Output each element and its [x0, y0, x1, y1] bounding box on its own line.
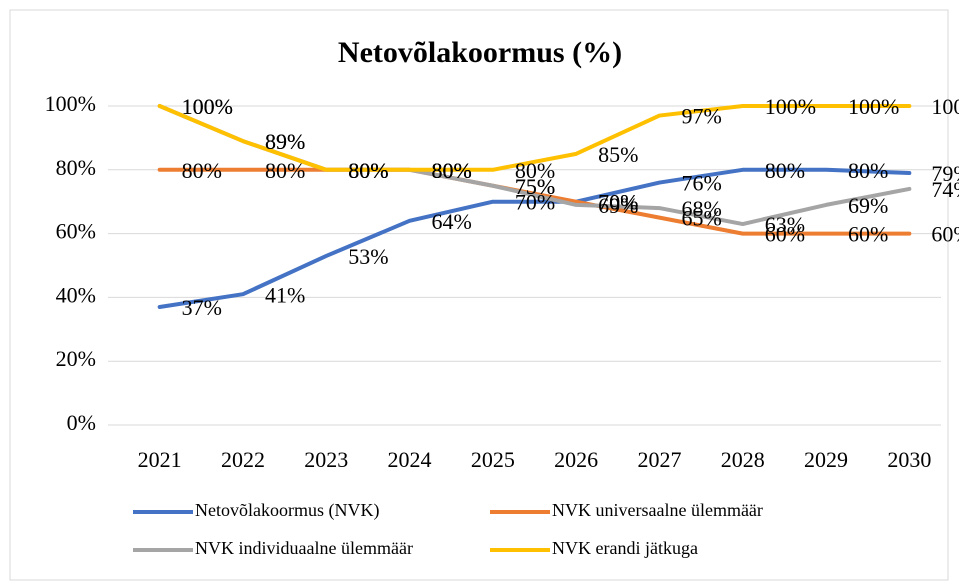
data-label: 80%	[348, 158, 388, 183]
data-label: 80%	[348, 158, 388, 183]
data-label: 41%	[265, 282, 305, 307]
data-label: 100%	[765, 94, 816, 119]
data-label: 89%	[265, 129, 305, 154]
legend-label: Netovõlakoormus (NVK)	[195, 500, 379, 521]
data-label: 80%	[182, 158, 222, 183]
data-label: 70%	[598, 190, 638, 215]
x-tick-label: 2025	[471, 447, 515, 472]
x-tick-label: 2022	[221, 447, 265, 472]
data-label: 79%	[931, 161, 959, 186]
data-label: 80%	[348, 158, 388, 183]
data-label: 85%	[598, 142, 638, 167]
data-label: 100%	[931, 94, 959, 119]
data-label: 60%	[931, 222, 959, 247]
data-label: 63%	[765, 212, 805, 237]
data-label: 75%	[515, 174, 555, 199]
data-label: 80%	[432, 158, 472, 183]
legend-label: NVK erandi jätkuga	[552, 538, 698, 558]
data-label: 80%	[432, 158, 472, 183]
data-label: 80%	[765, 158, 805, 183]
y-tick-label: 60%	[56, 219, 96, 244]
data-label: 80%	[432, 158, 472, 183]
data-label: 80%	[265, 158, 305, 183]
x-tick-label: 2024	[388, 447, 432, 472]
data-label: 53%	[348, 244, 388, 269]
y-tick-label: 40%	[56, 282, 96, 307]
x-tick-label: 2028	[721, 447, 765, 472]
x-tick-label: 2023	[304, 447, 348, 472]
data-label: 100%	[182, 94, 233, 119]
series-line	[157, 167, 912, 309]
y-tick-label: 20%	[56, 346, 96, 371]
data-label: 75%	[515, 174, 555, 199]
chart-title: Netovõlakoormus (%)	[338, 36, 622, 69]
data-label: 70%	[515, 190, 555, 215]
data-label: 69%	[848, 193, 888, 218]
data-label: 100%	[182, 94, 233, 119]
data-label: 60%	[765, 222, 805, 247]
x-tick-label: 2029	[804, 447, 848, 472]
data-label: 64%	[432, 209, 472, 234]
legend-label: NVK individuaalne ülemmäär	[195, 538, 413, 558]
data-label: 74%	[931, 177, 959, 202]
x-tick-label: 2030	[887, 447, 931, 472]
y-tick-label: 0%	[67, 410, 96, 435]
data-label: 80%	[515, 158, 555, 183]
data-label: 65%	[681, 206, 721, 231]
data-label: 97%	[681, 104, 721, 129]
data-label: 37%	[182, 295, 222, 320]
data-label: 68%	[681, 196, 721, 221]
data-label: 70%	[598, 190, 638, 215]
x-tick-label: 2021	[138, 447, 182, 472]
data-label: 80%	[848, 158, 888, 183]
data-label: 100%	[848, 94, 899, 119]
x-tick-label: 2026	[554, 447, 598, 472]
data-label: 76%	[681, 171, 721, 196]
data-label: 89%	[265, 129, 305, 154]
x-tick-label: 2027	[637, 447, 681, 472]
data-label: 60%	[848, 222, 888, 247]
y-tick-label: 100%	[45, 91, 96, 116]
series-line	[157, 104, 912, 172]
y-tick-label: 80%	[56, 155, 96, 180]
legend-label: NVK universaalne ülemmäär	[552, 500, 763, 520]
data-label: 69%	[598, 193, 638, 218]
